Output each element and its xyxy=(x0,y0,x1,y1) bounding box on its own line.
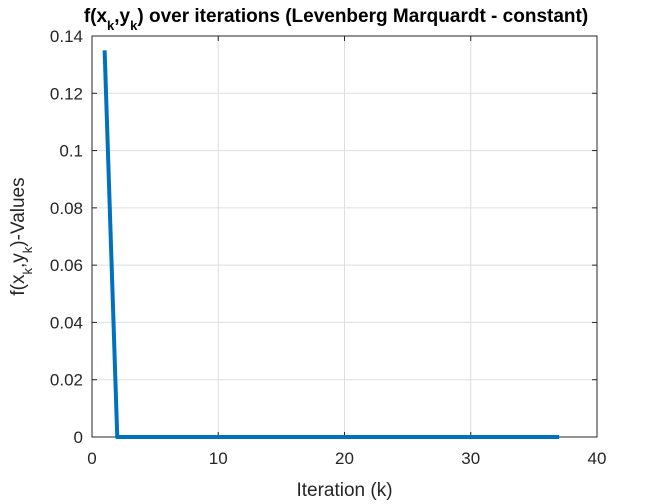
y-tick-label: 0.04 xyxy=(50,313,83,332)
x-tick-label: 20 xyxy=(335,449,354,468)
y-tick-label: 0 xyxy=(74,428,83,447)
series-layer xyxy=(102,50,560,439)
y-tick-label: 0.08 xyxy=(50,199,83,218)
y-tick-label: 0.06 xyxy=(50,256,83,275)
grid-lines xyxy=(91,35,598,438)
x-axis-label: Iteration (k) xyxy=(296,480,392,501)
x-tick-label: 40 xyxy=(588,449,607,468)
x-tick-label: 10 xyxy=(209,449,228,468)
y-axis-label: f(xk,yk)-Values xyxy=(8,177,35,295)
chart-title: f(xk,yk) over iterations (Levenberg Marq… xyxy=(84,6,588,33)
tick-marks xyxy=(91,35,598,438)
y-tick-label: 0.1 xyxy=(59,142,83,161)
y-tick-label: 0.12 xyxy=(50,84,83,103)
series-line xyxy=(102,50,560,439)
y-tick-labels: 0 0.02 0.04 0.06 0.08 0.1 0.12 0.14 xyxy=(50,27,83,447)
x-tick-label: 0 xyxy=(87,449,96,468)
y-tick-label: 0.02 xyxy=(50,371,83,390)
y-tick-label: 0.14 xyxy=(50,27,83,46)
x-tick-label: 30 xyxy=(461,449,480,468)
x-tick-labels: 0 10 20 30 40 xyxy=(87,449,606,468)
